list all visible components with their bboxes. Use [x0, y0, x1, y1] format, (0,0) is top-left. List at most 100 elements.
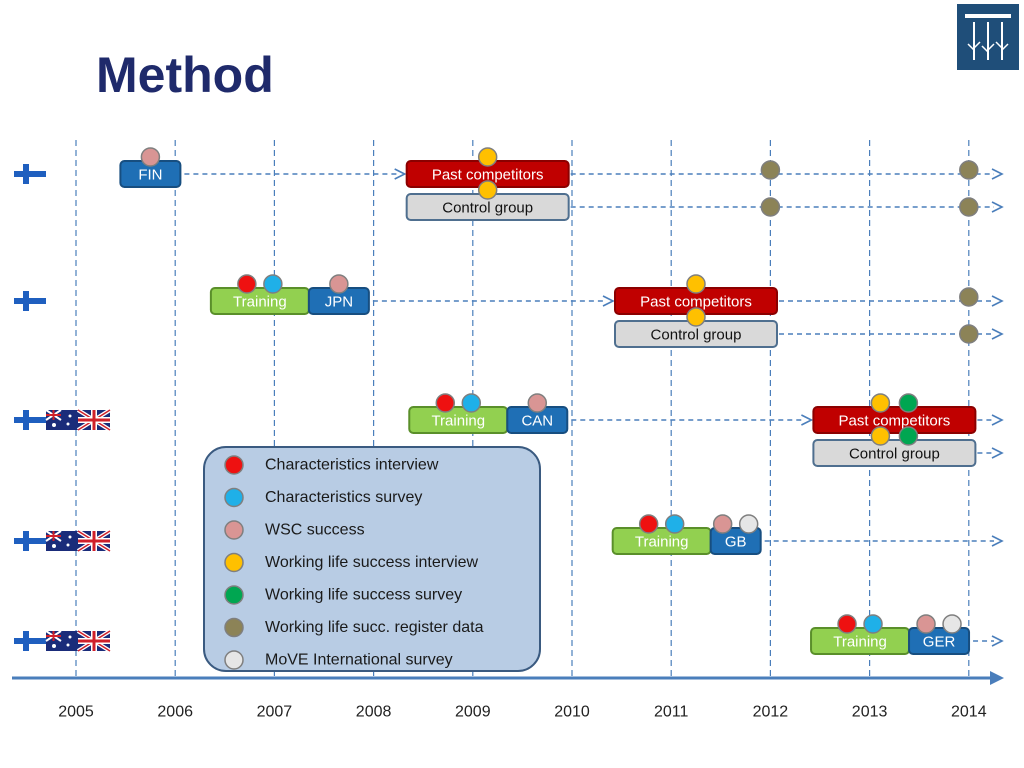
year-tick-label: 2005	[58, 704, 94, 721]
competition-box-can-label: CAN	[521, 413, 553, 430]
australia-flag-star	[52, 644, 56, 648]
finland-flag-cross-h	[14, 538, 46, 544]
green-dot	[898, 393, 919, 413]
finland-flag	[14, 531, 46, 551]
red-dot	[638, 514, 659, 534]
white-dot	[942, 614, 962, 634]
year-tick-label: 2007	[257, 704, 293, 721]
finland-flag-cross-h	[14, 298, 46, 304]
australia-flag	[45, 409, 78, 430]
control-group-box-bg	[812, 439, 977, 467]
finland-flag-cross-v	[23, 531, 29, 551]
timeline-arrow-head	[991, 414, 1004, 426]
uk-flag-cross-red	[78, 531, 110, 551]
legend-label: Working life success survey	[265, 587, 462, 604]
legend-blue-dot	[224, 487, 244, 508]
australia-flag-star	[68, 414, 72, 418]
australia-flag-cross	[46, 410, 61, 420]
legend-box	[203, 446, 541, 672]
year-tick-label: 2013	[852, 704, 888, 721]
year-tick-label: 2008	[356, 704, 392, 721]
year-tick-label: 2012	[753, 704, 789, 721]
legend-label: MoVE International survey	[265, 652, 453, 669]
pink-dot	[916, 614, 936, 634]
register-data-dot	[760, 160, 781, 180]
competition-box-ger: GER	[908, 627, 971, 655]
red-dot	[837, 614, 857, 634]
timeline-arrow-head	[602, 295, 615, 307]
finland-flag	[14, 410, 46, 430]
uk-flag	[76, 408, 112, 432]
yellow-dot	[870, 426, 891, 446]
finland-flag	[14, 164, 46, 184]
cohort-row: Training GER	[14, 614, 1004, 655]
timeline-arrow-head	[991, 535, 1004, 547]
register-data-dot	[959, 160, 979, 180]
year-tick-label: 2014	[951, 704, 987, 721]
australia-flag-star	[52, 544, 56, 548]
past-competitors-box-label: Past competitors	[432, 167, 544, 184]
finland-flag-cross-v	[23, 164, 29, 184]
timeline-arrow-head	[991, 328, 1004, 340]
past-competitors-box-label: Past competitors	[839, 413, 951, 430]
timeline-arrow-head	[991, 295, 1004, 307]
white-dot	[738, 514, 759, 534]
australia-flag-cross	[46, 531, 61, 541]
legend-red-dot	[224, 455, 244, 475]
control-group-box: Control group	[405, 193, 570, 221]
control-group-box-label: Control group	[442, 200, 533, 217]
training-box-label: Training	[635, 534, 689, 551]
past-competitors-box-bg	[812, 406, 977, 434]
legend-label: Working life success interview	[265, 554, 479, 571]
competition-box-gb: GB	[709, 527, 762, 555]
yellow-dot	[870, 393, 891, 413]
university-logo	[957, 4, 1019, 70]
red-dot	[435, 393, 456, 413]
timeline-arrow-head	[801, 414, 814, 426]
register-data-dot	[760, 197, 781, 217]
slide-title: Method	[96, 47, 274, 103]
legend-olive-dot	[224, 617, 244, 638]
legend-label: Characteristics survey	[265, 489, 422, 506]
training-box: Training	[408, 406, 509, 434]
finland-flag-cross-h	[14, 638, 46, 644]
legend-yellow-dot	[224, 552, 244, 573]
competition-box-ger-bg	[908, 627, 971, 655]
training-box-label: Training	[833, 634, 887, 651]
yellow-dot	[477, 180, 498, 200]
control-group-box-label: Control group	[651, 327, 742, 344]
australia-flag-star	[68, 535, 72, 539]
uk-flag	[76, 529, 112, 553]
finland-flag-cross-v	[23, 631, 29, 651]
australia-flag-star	[66, 543, 70, 547]
blue-dot	[461, 393, 482, 413]
year-tick-label: 2006	[157, 704, 193, 721]
australia-flag-star	[66, 643, 70, 647]
control-group-box: Control group	[614, 320, 778, 348]
yellow-dot	[686, 274, 706, 294]
australia-flag	[45, 530, 78, 551]
timeline-arrow-head	[991, 168, 1004, 180]
training-box-label: Training	[233, 294, 287, 311]
finland-flag-cross-v	[23, 410, 29, 430]
cohort-row: Training CAN Past competitors Control group	[14, 393, 1004, 467]
yellow-dot	[686, 307, 706, 327]
pink-dot	[527, 393, 548, 413]
legend-label: Working life succ. register data	[265, 619, 484, 636]
competition-box-gb-label: GB	[725, 534, 747, 551]
blue-dot	[263, 274, 283, 294]
cohort-row: Training JPN Past competitors Control group	[14, 274, 1004, 348]
control-group-box-label: Control group	[849, 446, 940, 463]
competition-box-fin: FIN	[119, 160, 182, 188]
finland-flag-cross-h	[14, 417, 46, 423]
competition-box-ger-label: GER	[923, 634, 956, 651]
year-tick-label: 2010	[554, 704, 590, 721]
blue-dot	[863, 614, 883, 634]
pink-dot	[712, 514, 733, 534]
australia-flag-star	[68, 635, 72, 639]
legend-pink-dot	[224, 520, 244, 540]
time-axis-arrowhead	[990, 671, 1004, 685]
finland-flag	[14, 631, 46, 651]
pink-dot	[329, 274, 349, 294]
